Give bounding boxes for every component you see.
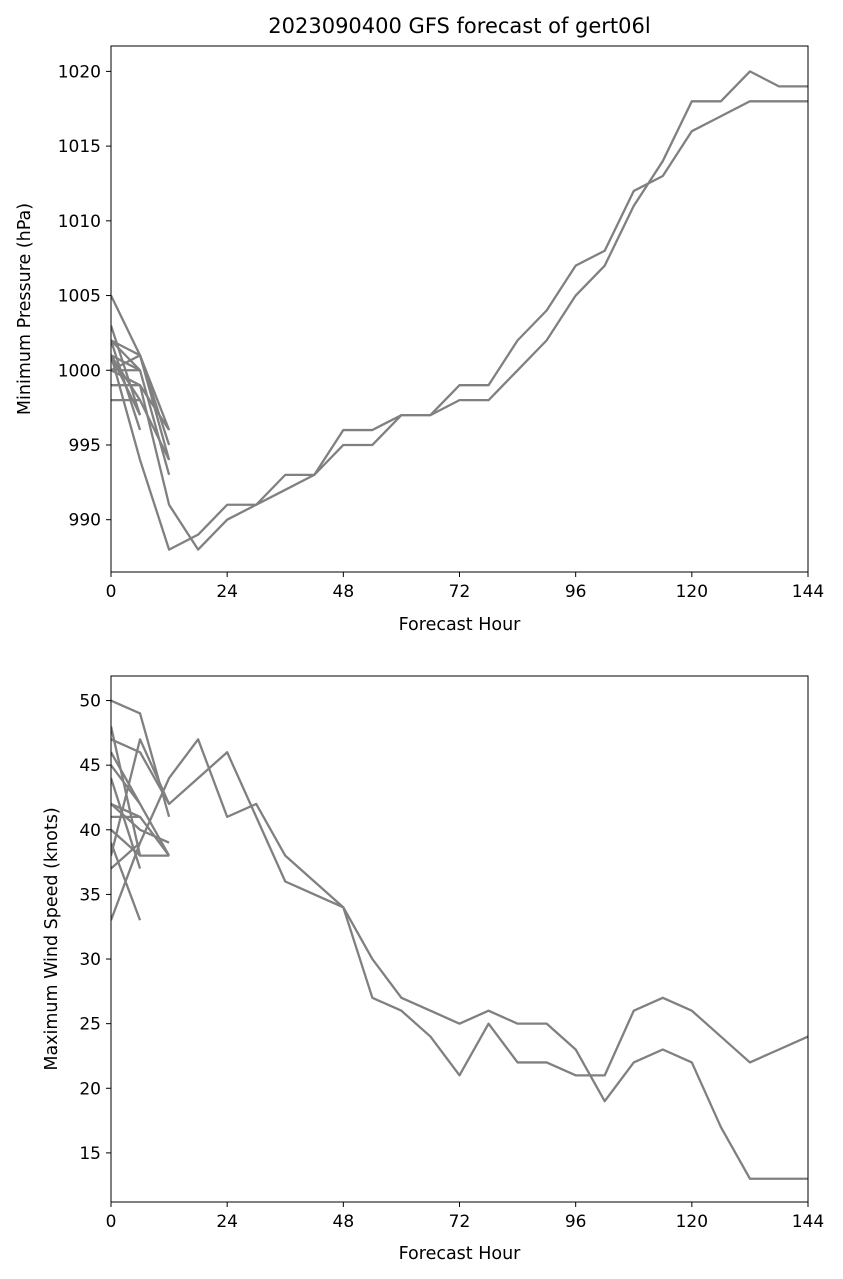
wind-x-tick-label: 48 [333,1212,355,1232]
pressure-series-line [111,354,142,416]
wind-series-line [111,842,142,921]
wind-series-line [111,802,141,818]
pressure-y-tick-label: 1010 [58,212,101,232]
wind-x-tick-label: 120 [676,1212,708,1232]
wind-y-tick-label: 40 [79,821,101,841]
pressure-series-line [111,295,171,431]
pressure-x-tick-label: 24 [216,582,238,602]
wind-y-ticks: 15 20 25 30 35 40 45 50 [79,692,111,1164]
wind-x-tick-label: 24 [216,1212,238,1232]
wind-y-tick-label: 20 [79,1079,101,1099]
pressure-series-line [111,70,808,551]
pressure-series-line [111,384,171,431]
wind-series-line [111,751,142,805]
wind-x-ticks: 0 24 48 72 96 120 144 [106,1202,824,1232]
wind-series-line [111,738,808,1180]
wind-x-axis-label: Forecast Hour [399,1244,522,1264]
wind-series-line [111,726,142,856]
wind-series-line [111,699,171,818]
wind-axes-frame [110,675,809,1203]
wind-panel: 0 24 48 72 96 120 144 15 20 25 30 35 40 45 50 Forecas… [42,675,824,1264]
pressure-y-tick-label: 995 [69,436,101,456]
wind-y-tick-label: 35 [79,885,101,905]
wind-series-line [111,777,142,869]
wind-x-tick-label: 96 [565,1212,587,1232]
wind-x-tick-label: 0 [106,1212,117,1232]
wind-plot-area [111,699,808,1180]
wind-series-line [111,738,171,805]
pressure-x-tick-label: 120 [676,582,708,602]
pressure-series-line [111,100,808,551]
pressure-plot-area [111,70,808,551]
wind-x-tick-label: 144 [792,1212,824,1232]
pressure-x-axis-label: Forecast Hour [399,615,522,635]
pressure-x-ticks: 0 24 48 72 96 120 144 [106,572,824,602]
wind-series-line [111,841,141,870]
wind-y-tick-label: 45 [79,756,101,776]
wind-y-tick-label: 30 [79,950,101,970]
pressure-y-tick-label: 1000 [58,361,101,381]
pressure-series-line [111,339,141,372]
pressure-x-tick-label: 72 [449,582,471,602]
pressure-x-tick-label: 96 [565,582,587,602]
pressure-y-tick-label: 1015 [58,137,101,157]
wind-y-tick-label: 15 [79,1144,101,1164]
wind-y-axis-label: Maximum Wind Speed (knots) [42,807,62,1070]
wind-y-tick-label: 50 [79,692,101,712]
wind-series-line [111,803,170,844]
pressure-panel: 0 24 48 72 96 120 144 990 995 1000 1005 1010 1015 10… [15,45,824,635]
pressure-y-axis-label: Minimum Pressure (hPa) [15,203,35,415]
wind-x-tick-label: 72 [449,1212,471,1232]
pressure-y-tick-label: 1020 [58,62,101,82]
wind-series-line [111,738,808,1077]
chart-title: 2023090400 GFS forecast of gert06l [268,14,650,38]
pressure-x-tick-label: 48 [333,582,355,602]
pressure-x-tick-label: 0 [106,582,117,602]
pressure-x-tick-label: 144 [792,582,824,602]
wind-y-tick-label: 25 [79,1015,101,1035]
pressure-y-tick-label: 1005 [58,287,101,307]
pressure-y-tick-label: 990 [69,511,101,531]
pressure-y-ticks: 990 995 1000 1005 1010 1015 1020 [58,62,111,531]
